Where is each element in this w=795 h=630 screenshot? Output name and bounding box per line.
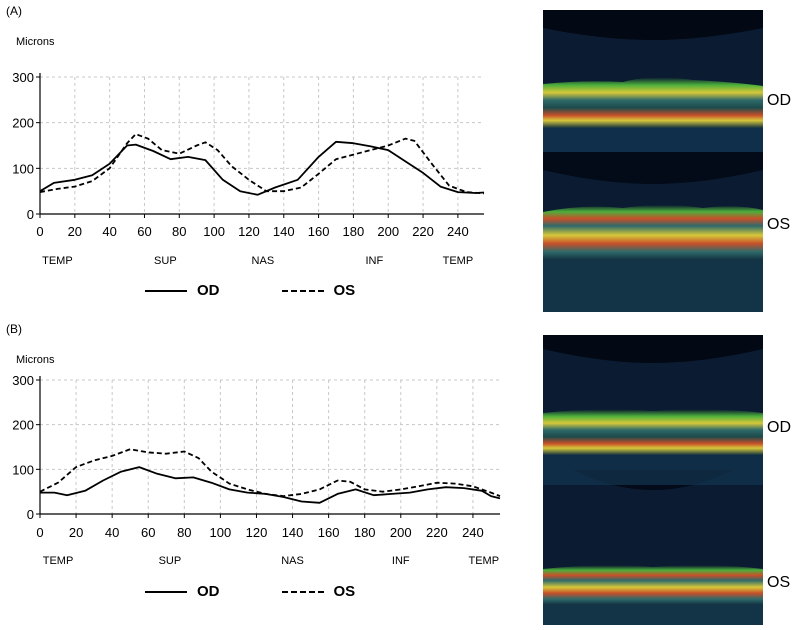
x-tick-label: 60: [141, 525, 155, 540]
panel-label: (A): [6, 4, 22, 18]
y-tick-label: 200: [12, 116, 34, 131]
x-tick-label: 160: [318, 525, 340, 540]
y-tick-label: 200: [12, 418, 34, 433]
legend: OD OS: [145, 282, 417, 299]
region-label: TEMP: [443, 255, 474, 267]
legend-entry-od: OD: [145, 282, 220, 299]
x-tick-label: 160: [308, 224, 330, 239]
x-tick-label: 200: [390, 525, 412, 540]
x-tick-label: 220: [426, 525, 448, 540]
y-tick-label: 100: [12, 161, 34, 176]
line-chart-b: 0 100 200 300 0 20 40 60 80 100 120 140 160 180 200 220…: [12, 373, 501, 567]
legend-entry-os: OS: [281, 583, 356, 600]
y-axis-label: Microns: [16, 36, 55, 48]
eye-label-os: OS: [767, 574, 791, 591]
x-tick-label: 0: [36, 224, 43, 239]
x-tick-label: 40: [105, 525, 119, 540]
x-tick-label: 120: [238, 224, 260, 239]
region-label: NAS: [252, 255, 275, 267]
x-tick-label: 140: [282, 525, 304, 540]
y-tick-label: 0: [27, 207, 34, 222]
x-tick-label: 240: [462, 525, 484, 540]
region-label: SUP: [159, 555, 182, 567]
region-label: TEMP: [468, 555, 499, 567]
x-tick-label: 180: [354, 525, 376, 540]
oct-scan-graphic: [543, 10, 763, 312]
legend-label: OD: [197, 583, 220, 600]
x-tick-label: 120: [246, 525, 268, 540]
x-tick-label: 200: [377, 224, 399, 239]
legend: OD OS: [145, 583, 417, 600]
legend-swatch-solid: [145, 590, 187, 593]
region-label: INF: [392, 555, 410, 567]
legend-swatch-solid: [145, 289, 187, 292]
x-tick-label: 60: [137, 224, 151, 239]
x-tick-label: 220: [412, 224, 434, 239]
region-label: INF: [365, 255, 383, 267]
x-tick-label: 180: [343, 224, 365, 239]
series-line-od: [39, 140, 485, 196]
x-tick-label: 240: [447, 224, 469, 239]
x-tick-label: 100: [210, 525, 232, 540]
y-tick-label: 100: [12, 462, 34, 477]
x-tick-label: 80: [177, 525, 191, 540]
region-label: NAS: [281, 555, 304, 567]
y-tick-label: 300: [12, 70, 34, 85]
x-tick-label: 40: [102, 224, 116, 239]
legend-entry-os: OS: [281, 282, 356, 299]
oct-scan-graphic: [543, 335, 763, 625]
oct-scan-image-b: [543, 335, 763, 625]
oct-scan-image-a: [543, 10, 763, 312]
series-line-od: [40, 466, 501, 504]
line-chart-a: 0 100 200 300 0 20 40 60 80 100 120 140 160 180 200 220…: [12, 70, 485, 267]
region-label: SUP: [154, 255, 177, 267]
x-tick-label: 0: [36, 525, 43, 540]
chart-panel-b: (B) Microns 0 100 200 300 0 20 40 60 80 100 120 140…: [0, 318, 530, 630]
x-tick-label: 20: [69, 525, 83, 540]
x-tick-label: 100: [203, 224, 225, 239]
eye-label-od: OD: [767, 419, 791, 436]
legend-label: OD: [197, 282, 220, 299]
x-tick-label: 140: [273, 224, 295, 239]
legend-label: OS: [333, 282, 356, 299]
region-label: TEMP: [43, 555, 74, 567]
eye-label-os: OS: [767, 216, 791, 233]
panel-label: (B): [6, 322, 22, 336]
y-tick-label: 0: [27, 507, 34, 522]
series-line-os: [39, 133, 485, 195]
legend-label: OS: [333, 583, 356, 600]
series-line-os: [39, 448, 501, 497]
eye-label-od: OD: [767, 92, 791, 109]
region-label: TEMP: [42, 255, 73, 267]
y-tick-label: 300: [12, 373, 34, 388]
x-tick-label: 80: [172, 224, 186, 239]
legend-entry-od: OD: [145, 583, 220, 600]
chart-panel-a: (A) Microns 0 100 200 300 0 20 40 60 80 100 120 140…: [0, 0, 530, 315]
legend-swatch-dashed: [281, 289, 324, 292]
legend-swatch-dashed: [281, 590, 324, 593]
y-axis-label: Microns: [16, 354, 55, 366]
x-tick-label: 20: [68, 224, 82, 239]
